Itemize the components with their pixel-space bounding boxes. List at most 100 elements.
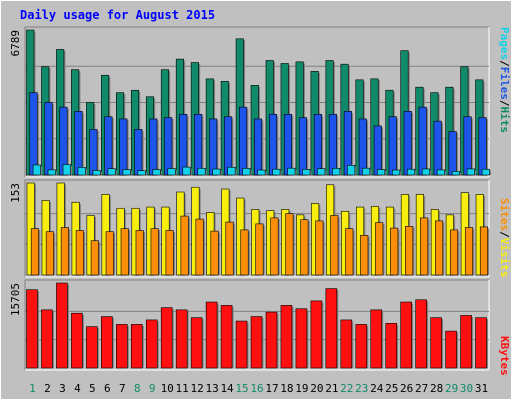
bar-files-day-16 [254,118,263,176]
panel-legend: KBytes [498,336,511,376]
bar-kbytes-day-10 [160,307,173,369]
bar-kbytes-day-26 [400,301,412,369]
bar-sites-day-24 [375,222,384,276]
bar-kbytes-day-13 [205,301,218,369]
bar-kbytes-day-22 [340,319,353,369]
x-day-label: 2 [44,382,51,395]
bar-kbytes-day-31 [475,317,487,369]
bar-files-day-4 [74,111,83,176]
bar-files-day-9 [149,118,158,176]
bar-files-day-26 [403,111,412,176]
bar-pages-day-8 [137,170,146,176]
bar-files-day-12 [194,113,203,176]
bar-pages-day-29 [451,171,460,176]
legend-pages: Pages [498,27,511,60]
bar-kbytes-day-17 [265,311,278,369]
x-day-label: 30 [460,382,473,395]
x-day-label: 20 [310,382,323,395]
bar-pages-day-7 [122,169,131,176]
bar-kbytes-day-16 [250,316,263,369]
bar-files-day-20 [313,113,322,176]
bar-pages-day-5 [92,170,101,176]
bar-sites-day-26 [405,225,414,276]
bar-sites-day-18 [285,213,294,276]
bar-files-day-29 [448,131,457,176]
bar-kbytes-day-11 [175,309,188,369]
bar-sites-day-30 [464,227,474,276]
x-day-label: 28 [430,382,443,395]
bar-kbytes-day-29 [445,330,457,369]
x-day-label: 24 [370,382,384,395]
bar-kbytes-day-12 [190,317,203,369]
x-day-label: 13 [205,382,218,395]
legend-sites: Sites [498,198,511,231]
bar-files-day-10 [164,117,173,176]
x-day-label: 17 [265,382,278,395]
bar-files-day-11 [179,113,188,176]
bar-sites-day-23 [360,235,369,276]
bar-files-day-14 [224,116,233,176]
x-day-label: 18 [280,382,293,395]
bar-pages-day-4 [77,167,86,176]
legend-separator: / [498,60,511,67]
bar-sites-day-31 [479,226,489,276]
bar-pages-day-20 [317,168,326,176]
bar-sites-day-8 [135,230,144,276]
bar-pages-day-2 [47,169,56,176]
bar-pages-day-10 [167,168,176,176]
panel-2: 153 Sites/Visits [9,179,511,278]
x-day-label: 1 [29,382,36,395]
bar-kbytes-day-19 [295,308,308,369]
x-day-label: 16 [250,382,263,395]
bar-kbytes-day-5 [86,326,98,369]
x-day-label: 9 [149,382,156,395]
bar-sites-day-6 [105,231,114,276]
legend-separator: / [498,231,511,238]
legend-files: Files [498,67,511,100]
x-day-label: 26 [400,382,413,395]
bar-files-day-18 [283,113,293,176]
bar-pages-day-6 [107,168,116,176]
bar-sites-day-25 [390,227,399,276]
bar-kbytes-day-28 [430,317,442,369]
x-day-label: 23 [355,382,368,395]
x-day-label: 22 [340,382,353,395]
x-day-label: 21 [325,382,338,395]
bar-kbytes-day-8 [130,324,143,369]
bar-kbytes-day-24 [370,309,383,369]
panel-legend: Pages/Files/Hits [498,27,511,133]
bar-pages-day-14 [227,166,236,176]
bar-files-day-28 [433,120,442,176]
bar-files-day-21 [328,113,337,176]
bar-files-day-8 [134,129,143,176]
bar-pages-day-25 [392,169,401,176]
bar-kbytes-day-2 [41,309,53,369]
bar-files-day-23 [358,118,367,176]
bar-sites-day-1 [30,228,39,276]
bar-files-day-6 [104,116,113,176]
bar-files-day-31 [478,117,487,176]
bar-sites-day-27 [420,217,429,276]
bar-pages-day-1 [32,164,41,176]
bar-kbytes-day-30 [460,315,472,369]
bar-pages-day-28 [436,169,445,176]
bar-files-day-1 [29,92,38,176]
bar-pages-day-13 [212,168,221,176]
bar-kbytes-day-18 [280,305,293,369]
bar-sites-day-5 [90,240,99,276]
bar-sites-day-15 [240,229,249,276]
bar-pages-day-12 [197,168,206,176]
x-day-label: 6 [104,382,111,395]
bar-pages-day-17 [272,168,281,176]
bar-pages-day-31 [481,168,490,176]
bar-sites-day-13 [210,230,219,276]
x-day-label: 31 [475,382,488,395]
bar-sites-day-2 [45,231,54,276]
bar-sites-day-11 [180,215,189,276]
bar-pages-day-16 [257,169,266,176]
bar-files-day-13 [209,118,218,176]
legend-kbytes: KBytes [498,336,511,376]
bar-pages-day-18 [287,167,296,176]
bar-sites-day-14 [225,221,234,276]
bar-sites-day-28 [435,220,444,276]
